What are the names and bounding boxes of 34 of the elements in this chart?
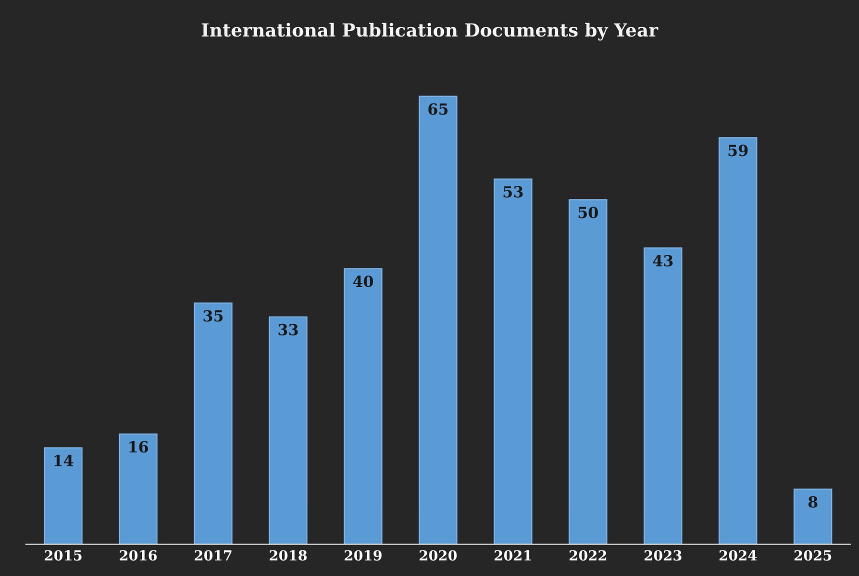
bar: [568, 199, 608, 544]
x-tick-label: 2016: [120, 550, 157, 561]
data-label: 53: [504, 186, 523, 198]
data-label: 43: [652, 254, 673, 266]
x-tick-label: 2017: [194, 550, 232, 561]
x-tick-label: 2015: [44, 550, 82, 561]
x-tick-label: 2022: [570, 550, 606, 561]
x-tick-label: 2025: [794, 550, 832, 561]
bar: [718, 137, 758, 544]
x-tick-label: 2024: [720, 550, 757, 561]
x-tick-label: 2021: [494, 550, 532, 561]
data-label: 8: [808, 496, 818, 508]
bar: [494, 178, 532, 544]
data-label: 40: [353, 276, 374, 288]
data-label: 50: [578, 206, 598, 218]
data-label: 65: [428, 103, 448, 115]
x-tick-label: 2018: [270, 550, 307, 561]
bar: [418, 96, 458, 544]
data-label: 59: [728, 144, 748, 156]
bar: [794, 488, 832, 544]
bar: [344, 268, 382, 544]
x-tick-label: 2020: [420, 550, 457, 561]
chart-title: International Publication Documents by Year: [202, 22, 658, 41]
bar: [644, 247, 682, 544]
x-tick-label: 2019: [344, 550, 382, 561]
data-label: 33: [278, 324, 298, 336]
bar: [194, 302, 232, 544]
data-label: 16: [129, 441, 148, 453]
bar: [44, 447, 83, 544]
x-tick-label: 2023: [644, 550, 682, 561]
bar: [118, 433, 158, 544]
bar: [268, 316, 308, 544]
data-label: 35: [204, 310, 223, 322]
data-label: 14: [54, 454, 74, 466]
